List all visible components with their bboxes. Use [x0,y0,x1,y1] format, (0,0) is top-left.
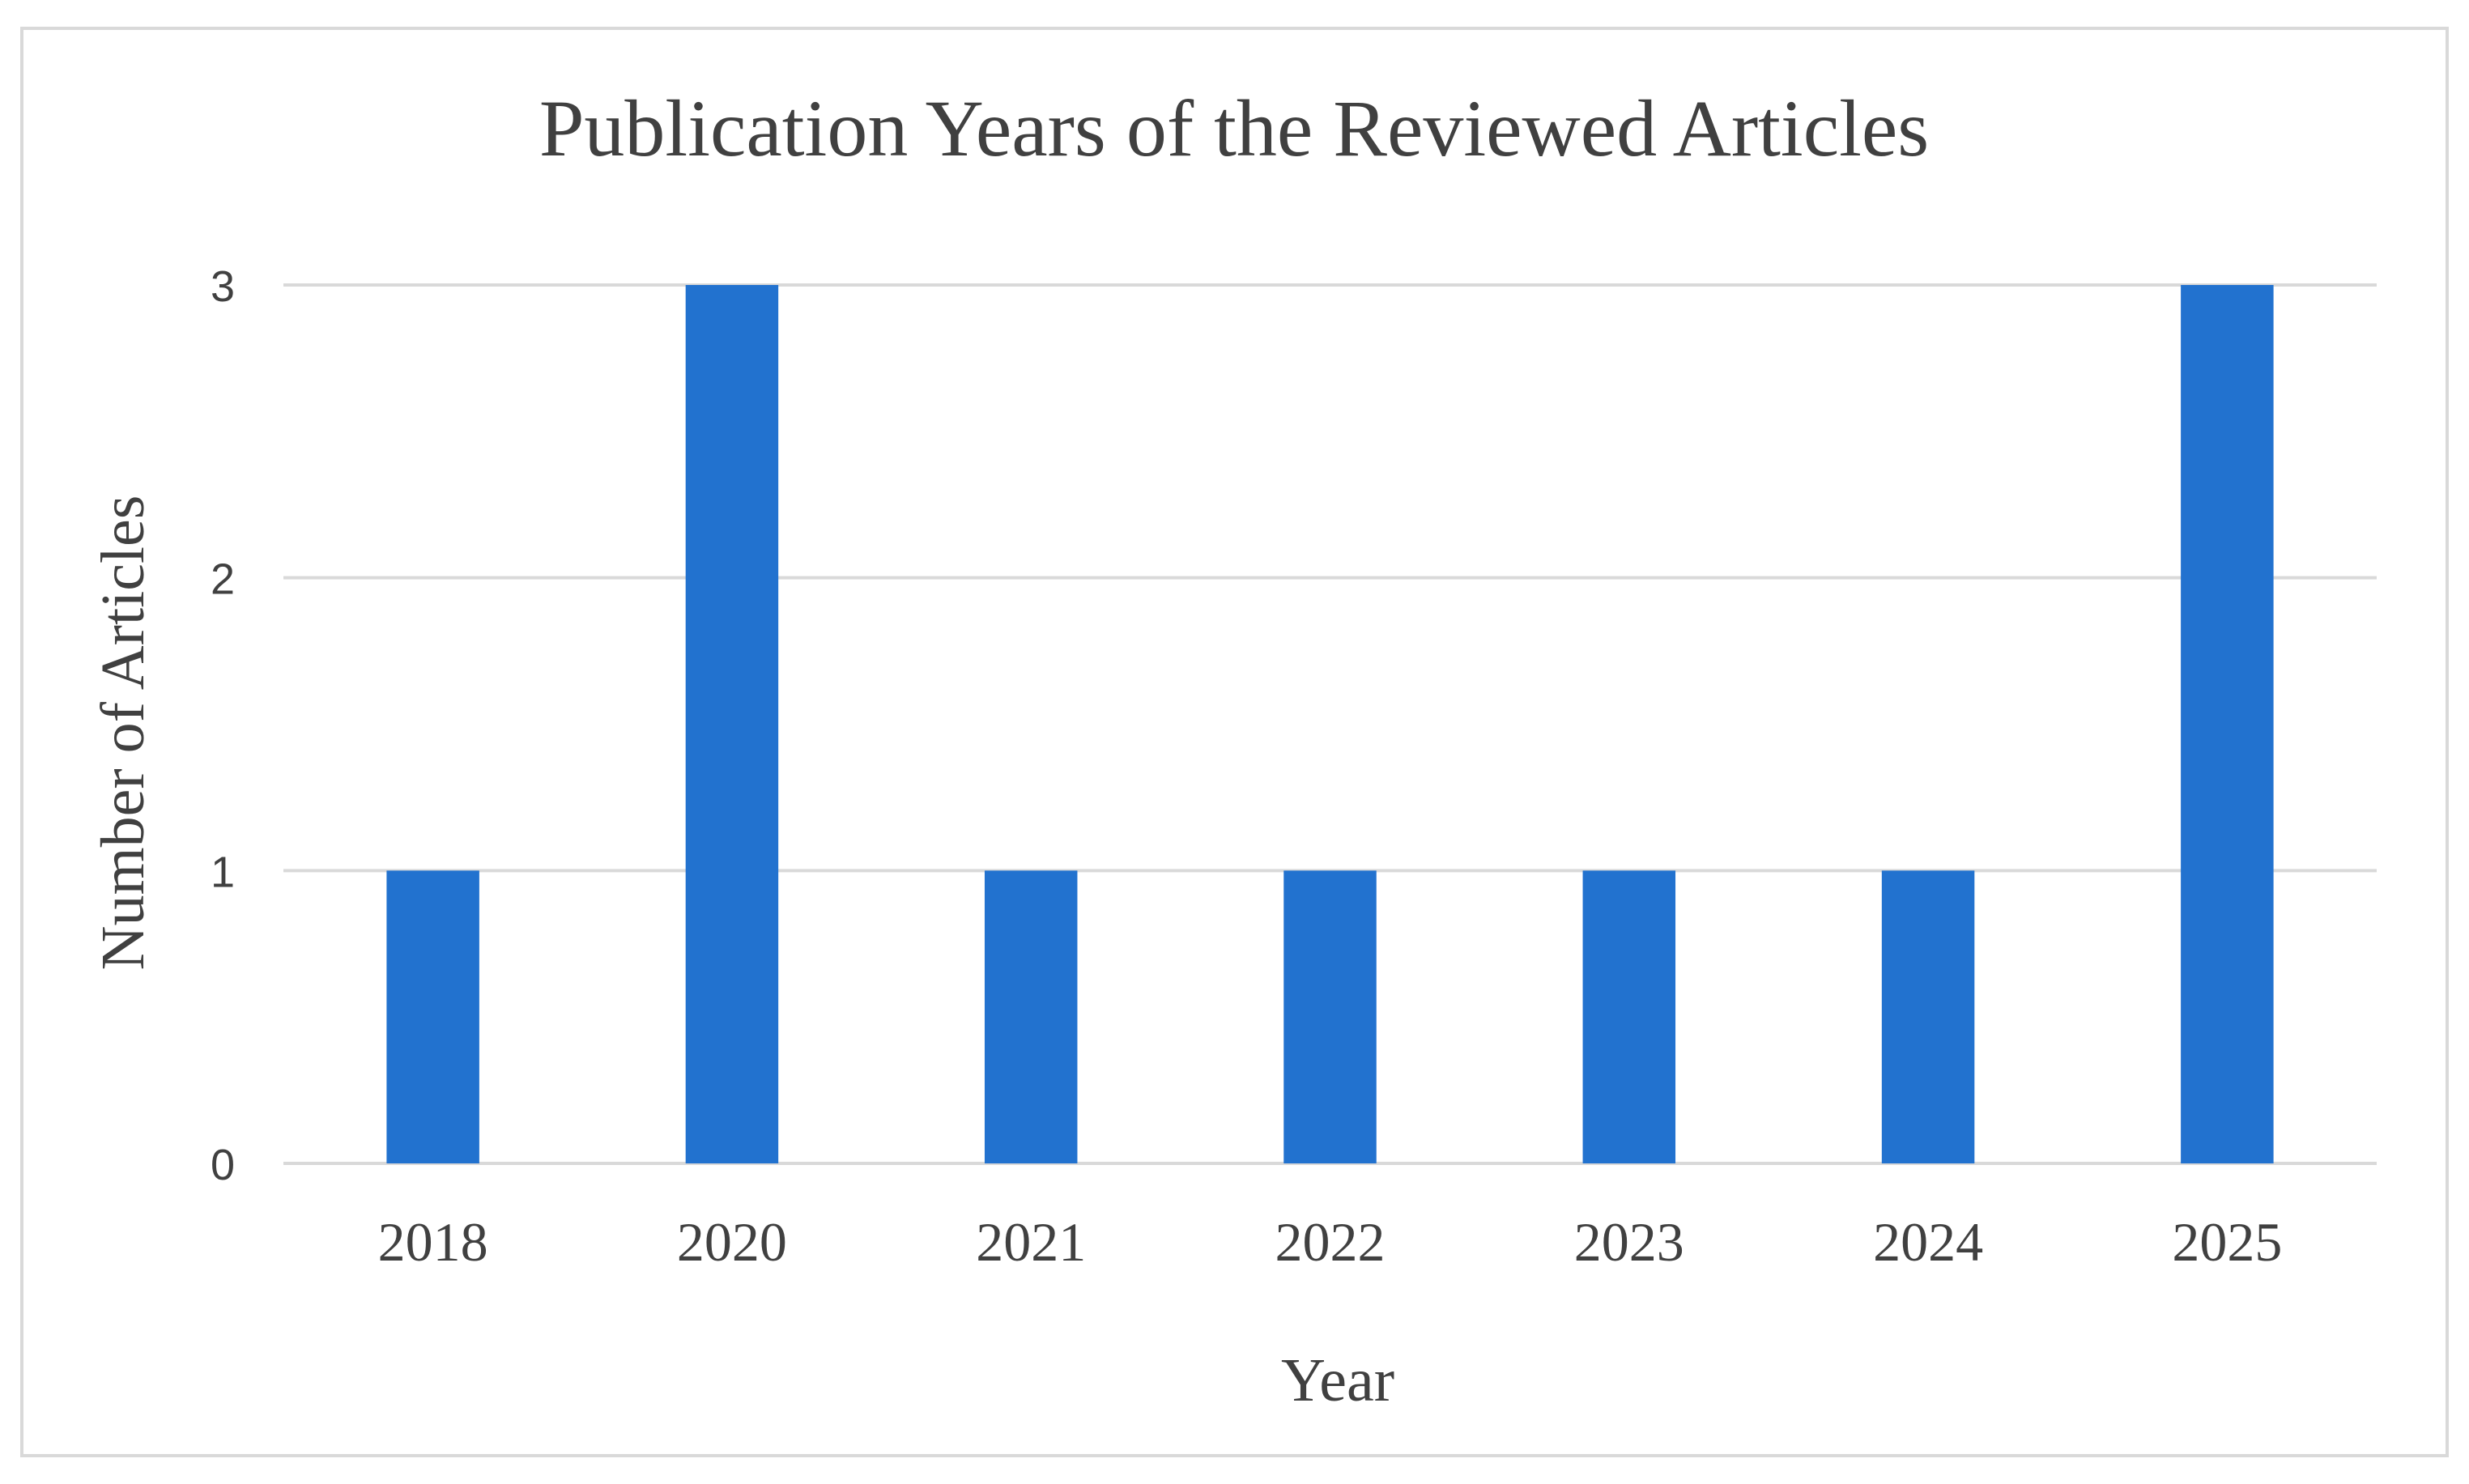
x-axis-label: Year [1281,1346,1394,1414]
y-tick-label: 2 [211,555,235,604]
y-tick-label: 3 [211,262,235,311]
x-tick-label: 2023 [1574,1211,1684,1273]
x-axis-ticks: 2018 2020 2021 2022 2023 2024 2025 [378,1211,2283,1273]
x-tick-label: 2024 [1873,1211,1983,1273]
x-tick-label: 2025 [2172,1211,2282,1273]
x-tick-label: 2021 [976,1211,1086,1273]
x-tick-label: 2018 [378,1211,488,1273]
bar-2020 [685,285,779,1163]
y-axis-ticks: 0 1 2 3 [211,262,235,1189]
chart-title: Publication Years of the Reviewed Articl… [539,83,1929,173]
y-tick-label: 0 [211,1141,235,1189]
bar-2022 [1283,870,1377,1163]
bar-2025 [2181,285,2274,1163]
bar-series [386,285,2274,1163]
y-tick-label: 1 [211,848,235,896]
chart-area [20,27,2449,1457]
bar-2023 [1582,870,1676,1163]
x-tick-label: 2022 [1275,1211,1386,1273]
x-tick-label: 2020 [677,1211,787,1273]
bar-2024 [1881,870,1975,1163]
bar-2018 [386,870,479,1163]
y-axis-label: Number of Articles [89,495,157,971]
bar-2021 [984,870,1078,1163]
